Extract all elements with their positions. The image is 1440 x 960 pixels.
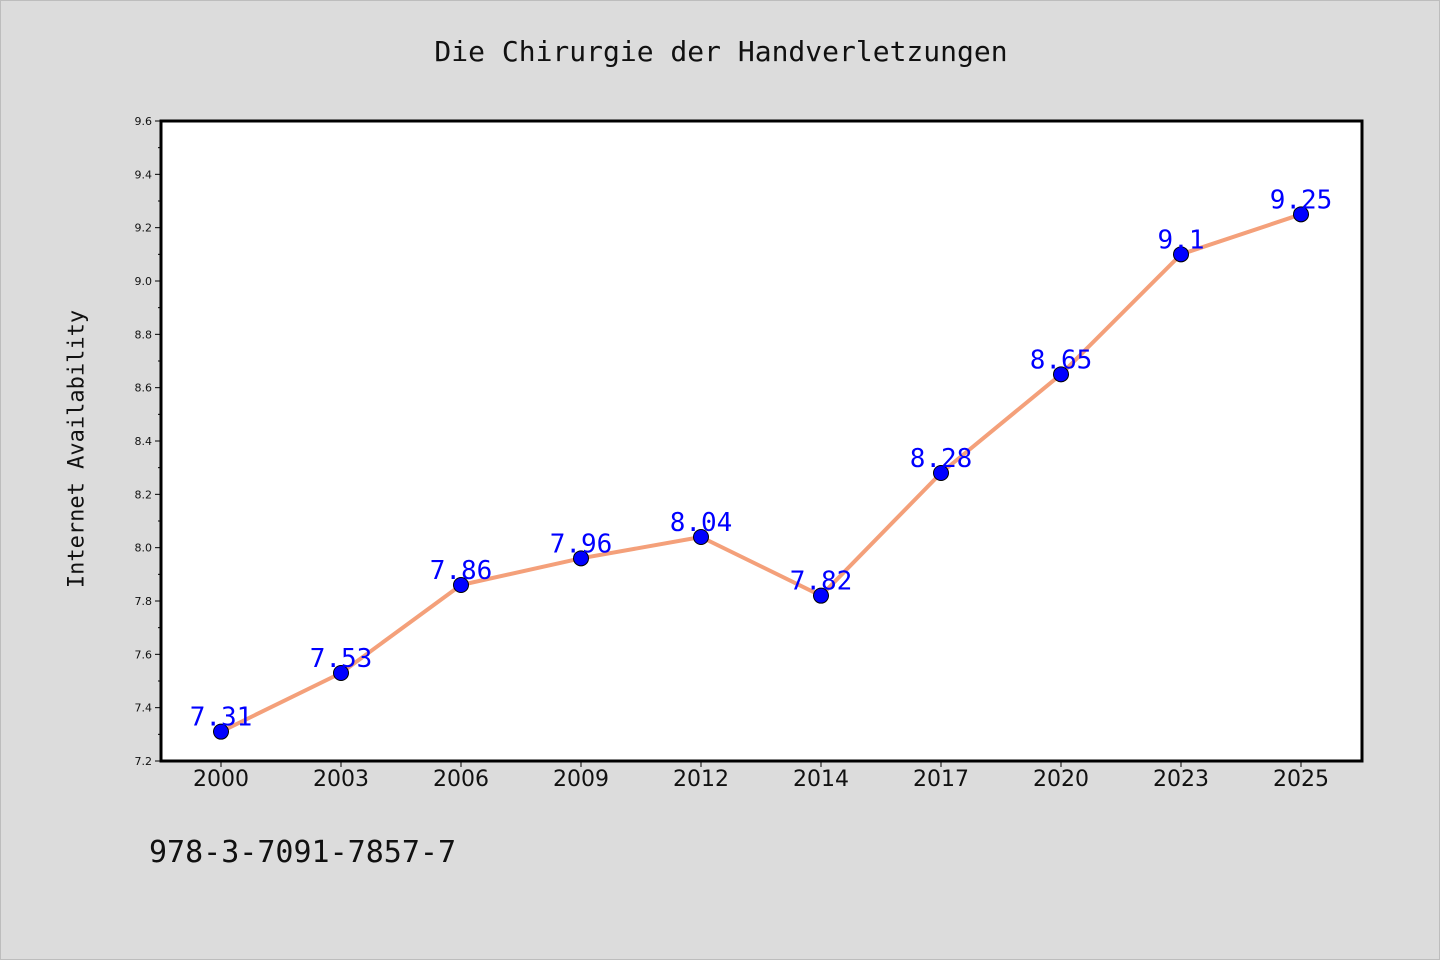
- data-label: 7.31: [190, 703, 253, 733]
- data-point: [453, 577, 469, 593]
- y-tick-label: 8.6: [135, 382, 153, 395]
- data-label: 9.25: [1270, 185, 1333, 215]
- data-label: 9.1: [1158, 225, 1205, 255]
- data-label: 8.65: [1030, 345, 1093, 375]
- chart-title: Die Chirurgie der Handverletzungen: [434, 35, 1008, 68]
- footer-identifier: 978-3-7091-7857-7: [149, 835, 457, 870]
- y-tick-label: 8.2: [135, 488, 153, 501]
- data-label: 7.53: [310, 644, 373, 674]
- data-label: 8.04: [670, 508, 733, 538]
- data-label: 7.82: [790, 567, 853, 597]
- data-label: 7.86: [430, 556, 493, 586]
- data-point: [693, 529, 709, 545]
- data-point: [573, 550, 589, 567]
- x-tick-label: 2023: [1153, 767, 1209, 792]
- plot-area: [159, 119, 1364, 763]
- x-tick-label: 2006: [433, 767, 489, 792]
- x-tick-label: 2014: [793, 767, 849, 792]
- y-tick-label: 7.6: [135, 648, 153, 661]
- series-line: [219, 212, 1303, 734]
- x-tick-label: 2017: [913, 767, 969, 792]
- y-tick-label: 9.0: [135, 275, 153, 288]
- data-point: [933, 465, 949, 481]
- y-tick-label: 7.8: [135, 595, 153, 608]
- y-tick-label: 9.6: [135, 115, 153, 128]
- x-tick-label: 2003: [313, 767, 369, 792]
- data-point: [1053, 366, 1069, 383]
- data-point: [213, 723, 229, 740]
- data-point: [1293, 206, 1309, 223]
- y-tick-label: 9.4: [135, 168, 153, 181]
- x-tick-label: 2000: [193, 767, 249, 792]
- data-label: 7.96: [550, 529, 613, 559]
- data-point: [1173, 246, 1189, 263]
- x-tick-label: 2009: [553, 767, 609, 792]
- y-tick-label: 8.4: [135, 435, 153, 448]
- x-tick-label: 2025: [1273, 767, 1329, 792]
- y-tick-label: 8.0: [135, 542, 153, 555]
- data-point: [333, 665, 349, 681]
- data-point: [813, 587, 829, 604]
- x-tick-label: 2012: [673, 767, 729, 792]
- y-tick-label: 8.8: [135, 328, 153, 341]
- data-label: 8.28: [910, 444, 973, 474]
- y-tick-label: 9.2: [135, 222, 153, 235]
- y-tick-label: 7.4: [135, 702, 153, 715]
- x-tick-label: 2020: [1033, 767, 1089, 792]
- y-tick-label: 7.2: [135, 755, 153, 768]
